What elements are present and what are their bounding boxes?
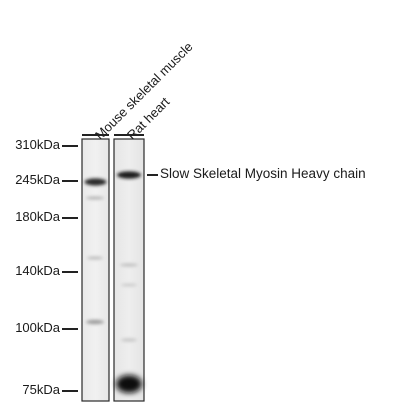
mw-label-180: 180kDa [15, 209, 60, 224]
mw-label-100: 100kDa [15, 320, 60, 335]
mw-tick-180 [62, 217, 78, 219]
target-pointer-line [147, 174, 158, 176]
band-lane1-faint-1 [86, 196, 104, 200]
mw-tick-100 [62, 328, 78, 330]
lane-underline-2 [114, 134, 144, 136]
lane-1-mouse-skeletal-muscle [81, 138, 110, 402]
band-lane2-main [117, 171, 141, 179]
target-protein-label: Slow Skeletal Myosin Heavy chain [160, 166, 366, 181]
mw-label-140: 140kDa [15, 263, 60, 278]
band-lane2-faint-1 [120, 263, 138, 267]
mw-label-310: 310kDa [15, 137, 60, 152]
band-lane2-faint-3 [121, 338, 137, 342]
band-lane1-faint-3 [86, 319, 104, 325]
mw-label-245: 245kDa [15, 172, 60, 187]
mw-label-75: 75kDa [22, 382, 60, 397]
band-lane1-faint-2 [87, 256, 103, 260]
mw-tick-75 [62, 390, 78, 392]
lane-2-rat-heart [113, 138, 145, 402]
band-lane1-main [84, 178, 107, 186]
mw-tick-245 [62, 180, 78, 182]
lane-underline-1 [82, 134, 109, 136]
band-lane2-faint-2 [121, 283, 137, 287]
mw-tick-140 [62, 271, 78, 273]
mw-tick-310 [62, 145, 78, 147]
band-lane2-bottom [116, 375, 142, 393]
